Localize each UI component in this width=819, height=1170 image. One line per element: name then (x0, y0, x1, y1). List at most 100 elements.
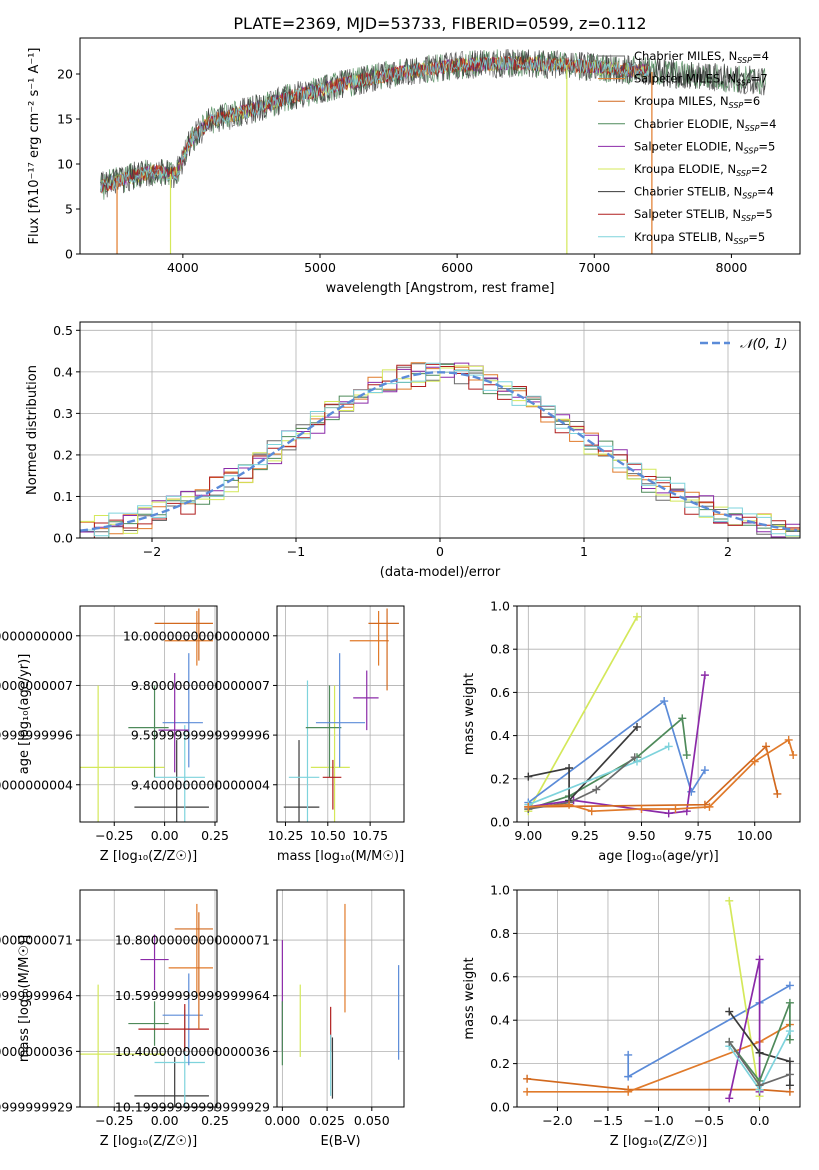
massweight-marker (725, 1037, 734, 1046)
massweight-marker (632, 722, 641, 731)
massweight-marker (784, 735, 793, 744)
figure-title: PLATE=2369, MJD=53733, FIBERID=0599, z=0… (233, 14, 646, 33)
axes-frame (516, 605, 801, 823)
massweight-marker (660, 697, 669, 706)
y-tick-label: 10 (57, 157, 73, 172)
massweight-marker (523, 1087, 532, 1096)
y-tick-label: 0.2 (490, 771, 510, 786)
x-tick-label: 8000 (716, 260, 748, 275)
errorbar-point (140, 934, 169, 991)
massweight-marker (785, 1057, 794, 1066)
massweight-marker (565, 800, 574, 809)
y-tick-label: 0.2 (53, 447, 73, 462)
x-tick-label: 0 (436, 544, 444, 559)
plot-area (281, 903, 400, 1099)
x-tick-label: 0.25 (201, 828, 229, 843)
massweight-marker (678, 714, 687, 723)
y-tick-label: 10.80000000000000071 (115, 933, 270, 948)
y-tick-label: 0.2 (490, 1056, 510, 1071)
x-tick-label: 4000 (167, 260, 199, 275)
y-tick-label: 10.0000000000000000 (0, 628, 73, 643)
y-tick-label: 0.4 (490, 728, 510, 743)
plot-area (524, 612, 798, 818)
x-tick-label: 1 (580, 544, 588, 559)
spectrum-series-line (100, 48, 766, 198)
massweight-series-line (527, 699, 706, 804)
errorbar-point (310, 685, 350, 822)
x-tick-label: 9.75 (684, 828, 712, 843)
errorbar-point (162, 973, 203, 1066)
axes-frame (79, 889, 218, 1108)
y-tick-label: 0.3 (53, 406, 73, 421)
errorbar-point (138, 1004, 209, 1052)
errorbar-point (283, 740, 320, 822)
y-tick-label: 10.80000000000000071 (0, 933, 73, 948)
massweight-marker (664, 809, 673, 818)
massweight-marker (524, 772, 533, 781)
x-tick-label: −0.25 (95, 1113, 133, 1128)
mass-vs-metallicity-panel: −0.25 0.00 0.25 10.19999999999999929 10.4000… (0, 889, 229, 1149)
plot-area (283, 608, 399, 822)
massweight-marker (624, 1050, 633, 1059)
massweight-marker (637, 805, 646, 814)
massweight-marker (750, 757, 759, 766)
errorbar-point (134, 740, 209, 822)
errorbar-point (164, 610, 213, 666)
plot-area (80, 608, 213, 822)
y-tick-label: 10.59999999999999964 (115, 988, 270, 1003)
massweight-marker (762, 742, 771, 751)
errorbar-point (154, 1009, 205, 1107)
y-tick-label: 9.4000000000000004 (131, 777, 270, 792)
massweight-marker (664, 742, 673, 751)
x-tick-label: 10.50 (310, 828, 346, 843)
x-axis-label: Z [log₁₀(Z/Z☉)] (100, 849, 197, 864)
massweight-marker (624, 1087, 633, 1096)
x-tick-label: −0.25 (95, 828, 133, 843)
errorbar-point (134, 1056, 209, 1107)
mass-vs-extinction-panel: 0.000 0.025 0.050 10.19999999999999929 10.40… (115, 889, 405, 1149)
massweight-marker (632, 612, 641, 621)
y-tick-label: 5 (65, 202, 73, 217)
massweight-marker (725, 1094, 734, 1103)
y-tick-label: 9.8000000000000007 (131, 678, 270, 693)
x-tick-label: 0.050 (354, 1113, 390, 1128)
massweight-series-line (527, 1077, 790, 1093)
axes-frame (276, 605, 405, 823)
massweight-marker (773, 789, 782, 798)
age-vs-metallicity-panel: −0.25 0.00 0.25 9.4000000000000004 9.5999999… (0, 605, 229, 864)
legend-entry: Salpeter ELODIE, NSSP=5 (634, 139, 775, 155)
y-tick-label: 0.8 (490, 926, 510, 941)
plot-area (80, 362, 800, 538)
y-tick-label: 0.0 (490, 1100, 510, 1115)
massweight-series-line (527, 745, 670, 806)
massweight-vs-metallicity-panel: −2.0 −1.5 −1.0 −0.5 0.0 0.0 0.2 0.4 0.6 0.8 1.0 Z [… (462, 883, 801, 1149)
y-tick-label: 9.5999999999999996 (0, 728, 73, 743)
plot-area (523, 896, 794, 1103)
legend-entry: Salpeter MILES, NSSP=7 (634, 72, 768, 88)
spectrum-legend: Chabrier MILES, NSSP=4 Salpeter MILES, NS… (598, 49, 776, 246)
massweight-marker (785, 1070, 794, 1079)
x-tick-label: −1 (287, 544, 305, 559)
y-tick-label: 0.0 (490, 815, 510, 830)
y-tick-label: 20 (57, 67, 73, 82)
x-tick-label: 10.25 (268, 828, 304, 843)
y-tick-label: 10.19999999999999929 (115, 1100, 270, 1115)
spectrum-panel: 4000 5000 6000 7000 8000 0 5 10 15 20 wavelength [… (27, 37, 801, 296)
massweight-marker (700, 766, 709, 775)
y-tick-label: 10.40000000000000036 (0, 1044, 73, 1059)
y-tick-label: 9.4000000000000004 (0, 777, 73, 792)
errorbar-point (168, 903, 213, 996)
y-tick-label: 0.1 (53, 489, 73, 504)
x-tick-label: −2.0 (542, 1113, 572, 1128)
massweight-series-line (528, 726, 638, 803)
x-tick-label: 2 (724, 544, 732, 559)
massweight-series-line (527, 1023, 791, 1093)
legend-entry: Kroupa ELODIE, NSSP=2 (634, 162, 768, 178)
y-axis-label: Flux [fλ10⁻¹⁷ erg cm⁻² s⁻¹ A⁻¹] (27, 48, 42, 245)
massweight-marker (632, 757, 641, 766)
errorbar-point (162, 653, 203, 768)
spectrum-series-line (100, 56, 649, 192)
y-tick-label: 0.0 (53, 531, 73, 546)
age-vs-mass-panel: 10.25 10.50 10.75 9.4000000000000004 9.59999… (123, 605, 405, 864)
